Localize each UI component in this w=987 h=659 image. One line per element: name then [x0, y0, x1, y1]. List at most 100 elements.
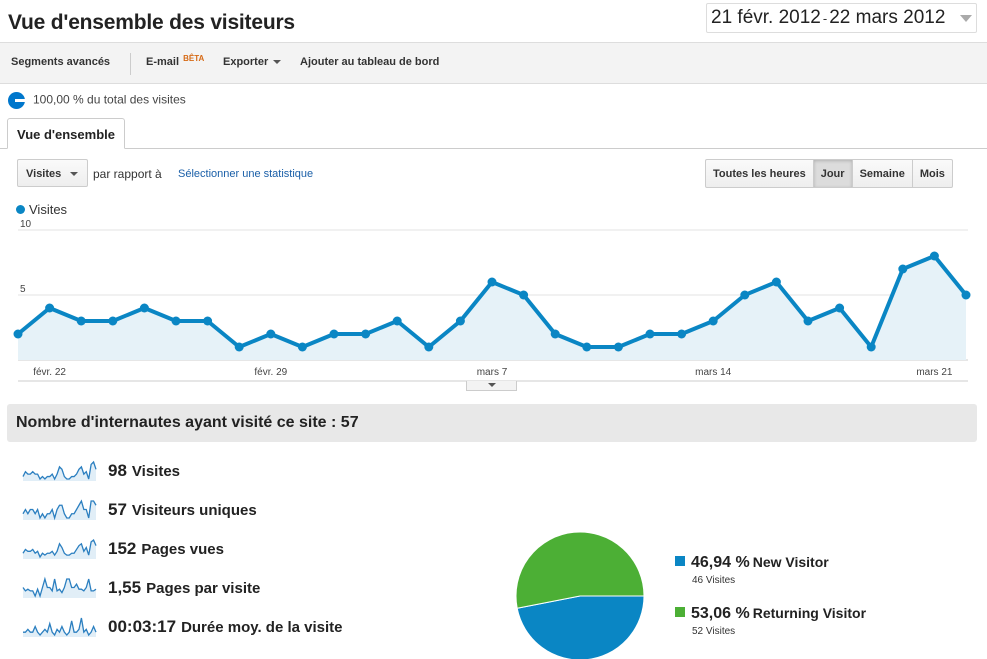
legend-count: 46 Visites — [692, 575, 736, 586]
data-point[interactable] — [898, 264, 908, 274]
export-button[interactable]: Exporter — [223, 56, 282, 68]
segment-label: 100,00 % du total des visites — [33, 92, 186, 107]
date-range-picker[interactable]: 21 févr. 2012-22 mars 2012 — [706, 3, 977, 33]
tab-divider — [0, 148, 987, 149]
stat-number: 00:03:17 — [108, 617, 177, 636]
series-area — [18, 256, 966, 360]
stat-value: 57 Visiteurs uniques — [108, 500, 257, 520]
data-point[interactable] — [519, 290, 529, 300]
data-point[interactable] — [582, 342, 592, 352]
stat-label: Pages vues — [141, 541, 224, 558]
chevron-down-icon[interactable] — [960, 15, 972, 22]
x-tick-label: mars 14 — [695, 367, 732, 378]
email-button[interactable]: E-mail BÊTA — [146, 54, 205, 68]
chart-collapse-handle[interactable] — [466, 381, 517, 391]
data-point[interactable] — [266, 329, 276, 339]
date-separator: - — [822, 11, 828, 26]
legend-dot — [16, 205, 25, 214]
pie-slice[interactable] — [516, 595, 645, 659]
granularity-day-button[interactable]: Jour — [812, 160, 852, 187]
data-point[interactable] — [803, 316, 813, 326]
stat-number: 152 — [108, 539, 137, 558]
legend-series-label: Visites — [29, 202, 68, 217]
summary-heading: Nombre d'internautes ayant visité ce sit… — [7, 404, 977, 442]
data-point[interactable] — [297, 342, 307, 352]
stat-number: 98 — [108, 461, 127, 480]
stat-value: 98 Visites — [108, 461, 180, 481]
legend-swatch — [675, 556, 685, 566]
beta-badge: BÊTA — [183, 54, 205, 63]
legend-percent: 46,94 % — [691, 554, 750, 571]
report-toolbar: Segments avancés E-mail BÊTA Exporter Aj… — [0, 42, 987, 84]
x-tick-label: mars 21 — [916, 367, 953, 378]
date-end: 22 mars 2012 — [829, 7, 946, 28]
data-point[interactable] — [139, 303, 149, 313]
data-point[interactable] — [45, 303, 55, 313]
data-point[interactable] — [645, 329, 655, 339]
data-point[interactable] — [13, 329, 23, 339]
granularity-month-button[interactable]: Mois — [911, 160, 952, 187]
metric-select-value: Visites — [26, 168, 62, 180]
stat-number: 1,55 — [108, 578, 142, 597]
x-tick-label: mars 7 — [477, 367, 508, 378]
legend-swatch — [675, 607, 685, 617]
data-point[interactable] — [234, 342, 244, 352]
data-point[interactable] — [108, 316, 118, 326]
visitor-type-pie-chart — [515, 531, 645, 659]
data-point[interactable] — [613, 342, 623, 352]
segment-indicator: 100,00 % du total des visites — [8, 92, 186, 109]
visits-line-chart[interactable]: 10 5 févr. 22 févr. 29 mars 7 mars 14 mars 21 — [0, 220, 987, 382]
data-point[interactable] — [771, 277, 781, 287]
advanced-segments-button[interactable]: Segments avancés — [11, 56, 111, 68]
stat-label: Durée moy. de la visite — [181, 619, 343, 636]
caret-down-icon — [273, 60, 282, 65]
data-point[interactable] — [392, 316, 402, 326]
sparkline[interactable] — [22, 497, 98, 521]
stat-number: 57 — [108, 500, 127, 519]
legend-name: Returning Visitor — [752, 605, 867, 621]
metric-select[interactable]: Visites — [17, 159, 88, 187]
data-point[interactable] — [487, 277, 497, 287]
data-point[interactable] — [76, 316, 86, 326]
data-point[interactable] — [740, 290, 750, 300]
data-point[interactable] — [171, 316, 181, 326]
sparkline[interactable] — [22, 575, 98, 599]
data-point[interactable] — [329, 329, 339, 339]
sparkline[interactable] — [22, 458, 98, 482]
pie-slice[interactable] — [515, 531, 645, 609]
stat-label: Visiteurs uniques — [131, 502, 257, 519]
data-point[interactable] — [866, 342, 876, 352]
data-point[interactable] — [361, 329, 371, 339]
data-point[interactable] — [677, 329, 687, 339]
granularity-week-button[interactable]: Semaine — [851, 160, 912, 187]
stat-value: 00:03:17 Durée moy. de la visite — [108, 617, 343, 637]
data-point[interactable] — [929, 251, 939, 261]
sparkline[interactable] — [22, 536, 98, 560]
y-tick-label: 10 — [20, 220, 32, 230]
stat-value: 1,55 Pages par visite — [108, 578, 260, 598]
data-point[interactable] — [708, 316, 718, 326]
stat-label: Pages par visite — [146, 580, 261, 597]
legend-count: 52 Visites — [692, 626, 736, 637]
x-tick-label: févr. 29 — [254, 367, 287, 378]
data-point[interactable] — [424, 342, 434, 352]
data-point[interactable] — [835, 303, 845, 313]
stat-label: Visites — [131, 463, 181, 480]
x-tick-label: févr. 22 — [33, 367, 66, 378]
compare-label: par rapport à — [93, 167, 162, 181]
caret-down-icon — [70, 172, 79, 177]
data-point[interactable] — [455, 316, 465, 326]
y-tick-label: 5 — [20, 284, 26, 295]
legend-percent: 53,06 % — [691, 605, 750, 622]
page-title: Vue d'ensemble des visiteurs — [8, 11, 295, 34]
select-stat-link[interactable]: Sélectionner une statistique — [178, 168, 314, 180]
pie-legend-item: 46,94 % New Visitor 46 Visites — [675, 554, 829, 586]
sparkline[interactable] — [22, 614, 98, 638]
export-label: Exporter — [223, 56, 269, 68]
add-to-dashboard-button[interactable]: Ajouter au tableau de bord — [300, 56, 440, 68]
data-point[interactable] — [961, 290, 971, 300]
data-point[interactable] — [550, 329, 560, 339]
granularity-hourly-button[interactable]: Toutes les heures — [713, 168, 806, 180]
data-point[interactable] — [203, 316, 213, 326]
tab-overview[interactable]: Vue d'ensemble — [7, 118, 125, 149]
